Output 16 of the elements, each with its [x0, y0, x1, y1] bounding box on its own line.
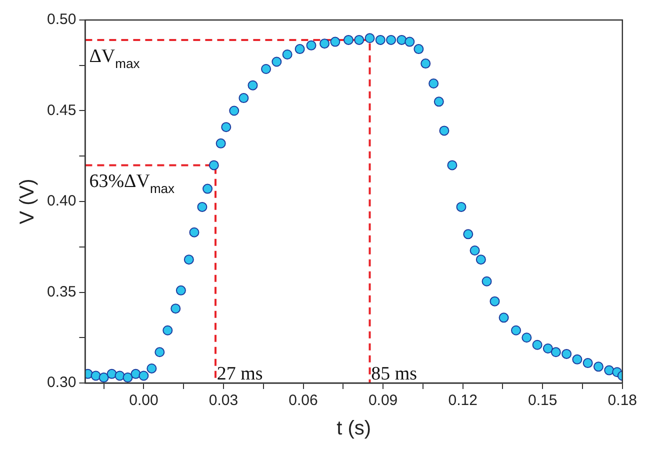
x-tick-label: 0.15 — [528, 392, 558, 410]
y-tick-label: 0.35 — [46, 283, 76, 300]
x-tick-label: 0.03 — [208, 392, 238, 410]
annotation: 27 ms — [216, 363, 263, 384]
x-tick-label: 0.09 — [368, 392, 398, 410]
y-tick-label: 0.30 — [46, 374, 76, 392]
y-tick-label: 0.40 — [46, 192, 76, 210]
x-tick-label: 0.18 — [608, 392, 638, 410]
y-tick-label: 0.50 — [46, 11, 76, 28]
y-tick-label: 0.45 — [46, 102, 76, 119]
x-axis-title: t (s) — [336, 418, 372, 440]
x-tick-label: 0.12 — [448, 392, 478, 410]
y-axis-title: V (V) — [16, 178, 39, 224]
x-tick-label: 0.06 — [288, 392, 318, 410]
x-tick-label: 0.00 — [129, 392, 158, 410]
annotation: 85 ms — [371, 363, 418, 384]
